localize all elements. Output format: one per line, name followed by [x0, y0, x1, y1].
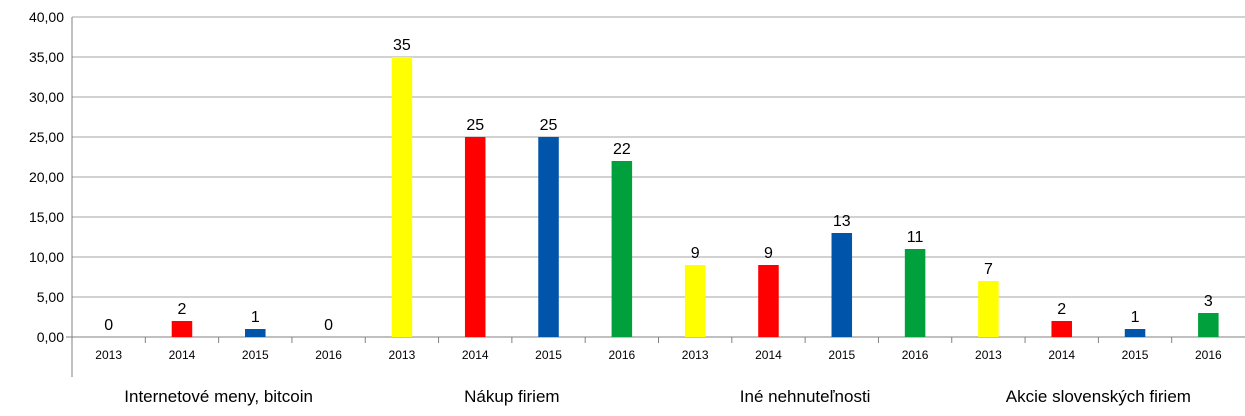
x-tick-label: 2013: [682, 348, 709, 362]
bar: [1124, 329, 1146, 337]
data-label: 0: [324, 317, 333, 334]
bar: [1051, 321, 1072, 337]
x-tick-label: 2016: [902, 348, 929, 362]
data-label: 9: [764, 245, 773, 262]
y-tick-label: 0,00: [37, 329, 64, 345]
group-label: Akcie slovenských firiem: [1006, 387, 1191, 406]
data-label: 13: [833, 213, 851, 230]
bar: [538, 137, 559, 337]
y-tick-label: 5,00: [37, 289, 64, 305]
data-label: 0: [104, 317, 113, 334]
bar: [904, 249, 926, 337]
data-label: 22: [613, 141, 631, 158]
y-tick-label: 35,00: [29, 49, 64, 65]
bar: [831, 233, 853, 337]
data-label: 35: [393, 37, 411, 54]
group-label: Nákup firiem: [464, 387, 559, 406]
group-label: Internetové meny, bitcoin: [124, 387, 313, 406]
x-tick-label: 2014: [169, 348, 196, 362]
y-tick-label: 10,00: [29, 249, 64, 265]
bar: [758, 265, 779, 337]
bar: [464, 137, 486, 337]
x-tick-label: 2015: [1122, 348, 1149, 362]
bar: [611, 161, 633, 337]
x-tick-label: 2014: [462, 348, 489, 362]
data-label: 1: [251, 309, 260, 326]
x-tick-label: 2013: [95, 348, 122, 362]
y-tick-label: 30,00: [29, 89, 64, 105]
bar: [684, 265, 706, 337]
y-tick-label: 25,00: [29, 129, 64, 145]
x-tick-label: 2016: [608, 348, 635, 362]
x-tick-label: 2014: [1048, 348, 1075, 362]
data-label: 25: [466, 117, 484, 134]
data-label: 3: [1204, 293, 1213, 310]
x-tick-label: 2014: [755, 348, 782, 362]
data-label: 25: [540, 117, 558, 134]
bar: [171, 321, 193, 337]
x-tick-label: 2013: [975, 348, 1002, 362]
y-tick-label: 40,00: [29, 9, 64, 25]
y-tick-label: 15,00: [29, 209, 64, 225]
bar: [391, 57, 413, 337]
x-tick-label: 2015: [535, 348, 562, 362]
x-tick-label: 2016: [1195, 348, 1222, 362]
bar: [978, 281, 999, 337]
x-tick-label: 2015: [242, 348, 269, 362]
data-label: 9: [691, 245, 700, 262]
group-label: Iné nehnuteľnosti: [740, 387, 871, 406]
x-tick-label: 2015: [828, 348, 855, 362]
data-label: 11: [907, 229, 924, 246]
bar: [245, 329, 266, 337]
x-tick-label: 2016: [315, 348, 342, 362]
x-tick-label: 2013: [389, 348, 416, 362]
data-label: 2: [178, 301, 187, 318]
y-tick-label: 20,00: [29, 169, 64, 185]
data-label: 1: [1131, 309, 1140, 326]
data-label: 2: [1057, 301, 1066, 318]
data-label: 7: [984, 261, 993, 278]
bar: [1198, 313, 1219, 337]
